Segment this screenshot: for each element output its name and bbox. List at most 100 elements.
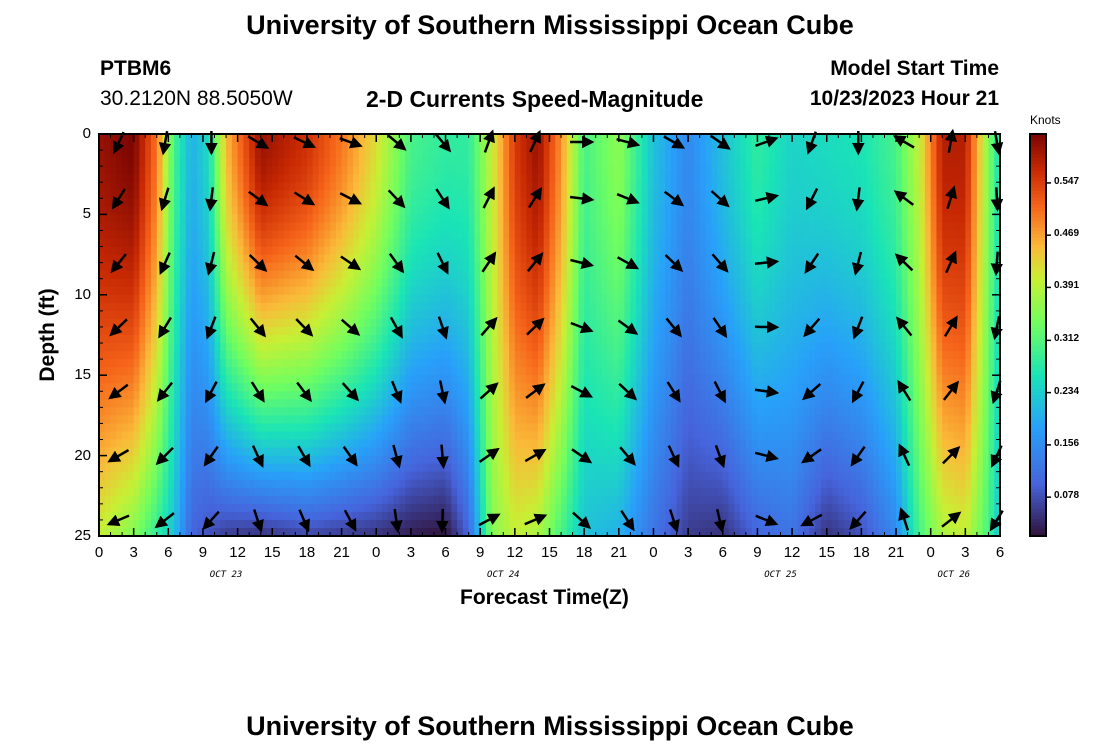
heatmap-cell xyxy=(410,527,418,537)
heatmap-cell xyxy=(289,391,296,400)
heatmap-cell xyxy=(618,262,626,272)
heatmap-cell xyxy=(156,367,164,376)
heatmap-cell xyxy=(659,294,666,304)
heatmap-cell xyxy=(312,351,320,360)
heatmap-cell xyxy=(543,519,551,529)
heatmap-cell xyxy=(145,246,152,256)
heatmap-cell xyxy=(537,367,545,376)
heatmap-cell xyxy=(445,415,452,425)
heatmap-cell xyxy=(156,495,164,505)
heatmap-cell xyxy=(376,326,383,336)
heatmap-cell xyxy=(306,359,314,368)
heatmap-cell xyxy=(393,230,400,240)
heatmap-cell xyxy=(578,206,585,215)
heatmap-cell xyxy=(382,423,389,433)
heatmap-cell xyxy=(295,206,302,215)
heatmap-cell xyxy=(555,222,562,232)
heatmap-cell xyxy=(370,174,377,183)
heatmap-cell xyxy=(457,479,464,489)
heatmap-cell xyxy=(549,391,556,400)
heatmap-cell xyxy=(312,206,320,215)
heatmap-cell xyxy=(451,503,458,513)
heatmap-cell xyxy=(607,519,614,529)
heatmap-cell xyxy=(104,343,112,352)
heatmap-cell xyxy=(509,519,516,529)
heatmap-cell xyxy=(370,423,377,433)
heatmap-cell xyxy=(670,150,678,159)
heatmap-cell xyxy=(532,407,539,416)
heatmap-cell xyxy=(289,166,296,175)
heatmap-cell xyxy=(543,198,551,207)
heatmap-cell xyxy=(618,471,626,481)
heatmap-cell xyxy=(272,286,279,296)
heatmap-cell xyxy=(197,471,204,481)
heatmap-cell xyxy=(249,343,256,352)
heatmap-cell xyxy=(503,511,510,521)
heatmap-cell xyxy=(393,351,400,360)
heatmap-cell xyxy=(133,310,141,320)
heatmap-cell xyxy=(422,278,429,288)
heatmap-cell xyxy=(335,335,343,344)
heatmap-cell xyxy=(416,286,424,296)
heatmap-cell xyxy=(370,214,377,224)
heatmap-cell xyxy=(485,423,493,433)
heatmap-cell xyxy=(451,326,458,336)
heatmap-cell xyxy=(497,431,504,441)
heatmap-cell xyxy=(376,367,383,376)
heatmap-cell xyxy=(185,198,193,207)
heatmap-cell xyxy=(520,142,527,151)
heatmap-cell xyxy=(416,399,424,408)
heatmap-cell xyxy=(405,166,412,175)
heatmap-cell xyxy=(289,134,296,143)
heatmap-cell xyxy=(162,246,169,256)
heatmap-cell xyxy=(433,230,441,240)
heatmap-cell xyxy=(202,527,210,537)
heatmap-cell xyxy=(179,326,187,336)
heatmap-cell xyxy=(139,495,146,505)
heatmap-cell xyxy=(561,198,568,207)
heatmap-cell xyxy=(572,310,579,320)
heatmap-cell xyxy=(358,198,366,207)
heatmap-cell xyxy=(607,262,614,272)
heatmap-cell xyxy=(260,511,268,521)
heatmap-cell xyxy=(641,359,649,368)
heatmap-cell xyxy=(335,391,343,400)
heatmap-cell xyxy=(179,431,187,441)
heatmap-cell xyxy=(179,214,187,224)
heatmap-cell xyxy=(214,262,221,272)
heatmap-cell xyxy=(659,262,666,272)
heatmap-cell xyxy=(289,302,296,312)
heatmap-cell xyxy=(474,166,481,175)
heatmap-cell xyxy=(370,383,377,392)
heatmap-cell xyxy=(491,375,499,384)
heatmap-cell xyxy=(289,198,296,207)
heatmap-cell xyxy=(266,351,273,360)
heatmap-cell xyxy=(393,294,400,304)
heatmap-cell xyxy=(145,383,152,392)
heatmap-cell xyxy=(636,294,643,304)
heatmap-cell xyxy=(589,182,597,191)
heatmap-cell xyxy=(231,214,239,224)
heatmap-cell xyxy=(99,262,106,272)
heatmap-cell xyxy=(451,471,458,481)
heatmap-cell xyxy=(306,503,314,513)
heatmap-cell xyxy=(243,214,250,224)
heatmap-cell xyxy=(335,150,343,159)
heatmap-cell xyxy=(220,150,227,159)
heatmap-cell xyxy=(399,447,406,457)
heatmap-cell xyxy=(260,222,268,232)
heatmap-cell xyxy=(555,351,562,360)
heatmap-cell xyxy=(497,463,504,473)
heatmap-cell xyxy=(641,198,649,207)
heatmap-cell xyxy=(549,375,556,384)
heatmap-cell xyxy=(462,527,470,537)
heatmap-cell xyxy=(653,343,660,352)
heatmap-cell xyxy=(341,310,348,320)
heatmap-cell xyxy=(364,471,372,481)
heatmap-cell xyxy=(318,262,325,272)
heatmap-cell xyxy=(364,174,372,183)
heatmap-cell xyxy=(555,335,562,344)
heatmap-cell xyxy=(185,351,193,360)
heatmap-cell xyxy=(399,254,406,264)
heatmap-cell xyxy=(491,206,499,215)
